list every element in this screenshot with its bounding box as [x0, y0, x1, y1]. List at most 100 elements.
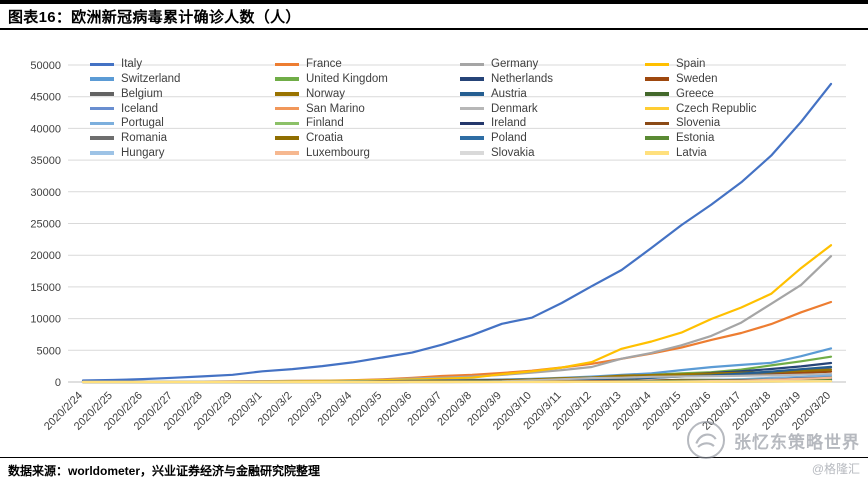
y-tick-label: 45000 [30, 92, 61, 104]
legend-item: Hungary [90, 147, 275, 160]
line-chart: 0 5000 10000 15000 20000 25000 30000 35000 40000… [30, 60, 846, 433]
legend-item: Czech Republic [645, 102, 823, 115]
legend-label: United Kingdom [306, 73, 388, 86]
legend-label: Switzerland [121, 73, 181, 86]
legend-label: Hungary [121, 146, 165, 159]
y-tick-label: 5000 [37, 345, 61, 357]
series-italy [81, 82, 833, 382]
legend-label: Netherlands [491, 73, 554, 86]
legend-swatch [275, 77, 299, 81]
legend-item: Netherlands [460, 73, 645, 86]
legend-swatch [645, 77, 669, 81]
legend-swatch [90, 151, 114, 155]
legend-label: Slovenia [676, 117, 721, 130]
legend-item: United Kingdom [275, 73, 460, 86]
legend-item: France [275, 58, 460, 71]
y-tick-label: 20000 [30, 250, 61, 262]
legend-swatch [645, 151, 669, 155]
legend-item: Sweden [645, 73, 823, 86]
legend-item: Belgium [90, 88, 275, 101]
legend-swatch [645, 62, 669, 67]
y-tick-label: 0 [55, 377, 61, 389]
legend-label: Estonia [676, 132, 715, 145]
series-spain [81, 244, 833, 384]
legend-swatch [90, 77, 114, 81]
legend-swatch [460, 92, 484, 96]
legend-label: Latvia [676, 146, 707, 159]
y-tick-label: 30000 [30, 187, 61, 199]
legend-item: Spain [645, 58, 823, 71]
legend-swatch [90, 62, 114, 67]
legend-label: Germany [491, 58, 539, 71]
y-tick-label: 50000 [30, 60, 61, 72]
watermark-name: 张忆东策略世界 [734, 432, 860, 452]
legend-swatch [90, 121, 114, 126]
legend-item: Italy [90, 58, 275, 71]
legend-item: Iceland [90, 102, 275, 115]
legend-label: Ireland [491, 117, 527, 130]
legend-item: San Marino [275, 102, 460, 115]
legend-label: Portugal [121, 117, 164, 130]
legend-label: France [306, 58, 342, 71]
data-source: 数据来源：worldometer，兴业证券经济与金融研究院整理 [8, 463, 321, 478]
legend-label: Spain [676, 58, 706, 71]
legend-swatch [645, 136, 669, 140]
legend-item: Luxembourg [275, 147, 460, 160]
series-latvia [81, 380, 833, 384]
legend-label: Finland [306, 117, 344, 130]
legend-item: Latvia [645, 147, 823, 160]
legend-label: Romania [121, 132, 168, 145]
watermark-handle: @格隆汇 [811, 462, 860, 476]
legend-label: Sweden [676, 73, 718, 86]
legend-item: Switzerland [90, 73, 275, 86]
legend-swatch [275, 136, 299, 140]
legend-swatch [645, 106, 669, 111]
figure-title: 图表16：欧洲新冠病毒累计确诊人数（人） [8, 8, 301, 26]
legend-swatch [275, 106, 299, 111]
legend-item: Finland [275, 117, 460, 130]
chart-legend: Italy France Germany Spain Switzerland United… [90, 58, 823, 159]
figure-header: 图表16：欧洲新冠病毒累计确诊人数（人） [0, 0, 868, 30]
watermark-logo-icon [687, 421, 725, 459]
legend-swatch [90, 136, 114, 140]
legend-swatch [275, 121, 299, 126]
legend-item: Slovakia [460, 147, 645, 160]
legend-label: Poland [491, 132, 527, 145]
figure-footer: 数据来源：worldometer，兴业证券经济与金融研究院整理 [0, 457, 868, 482]
legend-swatch [275, 62, 299, 67]
legend-label: Luxembourg [306, 146, 370, 159]
y-tick-label: 40000 [30, 123, 61, 135]
legend-swatch [460, 62, 484, 67]
legend-label: Slovakia [491, 146, 535, 159]
y-tick-label: 35000 [30, 155, 61, 167]
watermark-row: 张忆东策略世界 [687, 421, 860, 459]
legend-item: Portugal [90, 117, 275, 130]
legend-item: Norway [275, 88, 460, 101]
watermark: 张忆东策略世界 @格隆汇 [687, 421, 860, 477]
legend-label: Belgium [121, 87, 163, 100]
legend-item: Romania [90, 132, 275, 145]
y-tick-label: 10000 [30, 314, 61, 326]
legend-item: Austria [460, 88, 645, 101]
legend-item: Slovenia [645, 117, 823, 130]
legend-label: Croatia [306, 132, 344, 145]
legend-label: Denmark [491, 102, 538, 115]
legend-swatch [645, 121, 669, 126]
legend-label: Czech Republic [676, 102, 757, 115]
legend-swatch [90, 92, 114, 96]
legend-label: Norway [306, 87, 345, 100]
legend-item: Croatia [275, 132, 460, 145]
legend-swatch [645, 92, 669, 96]
legend-swatch [90, 106, 114, 111]
legend-item: Denmark [460, 102, 645, 115]
legend-item: Ireland [460, 117, 645, 130]
legend-swatch [460, 106, 484, 111]
y-tick-label: 15000 [30, 282, 61, 294]
legend-item: Greece [645, 88, 823, 101]
legend-swatch [460, 151, 484, 155]
legend-swatch [460, 77, 484, 81]
swirl-icon [695, 433, 717, 448]
legend-item: Germany [460, 58, 645, 71]
legend-item: Estonia [645, 132, 823, 145]
